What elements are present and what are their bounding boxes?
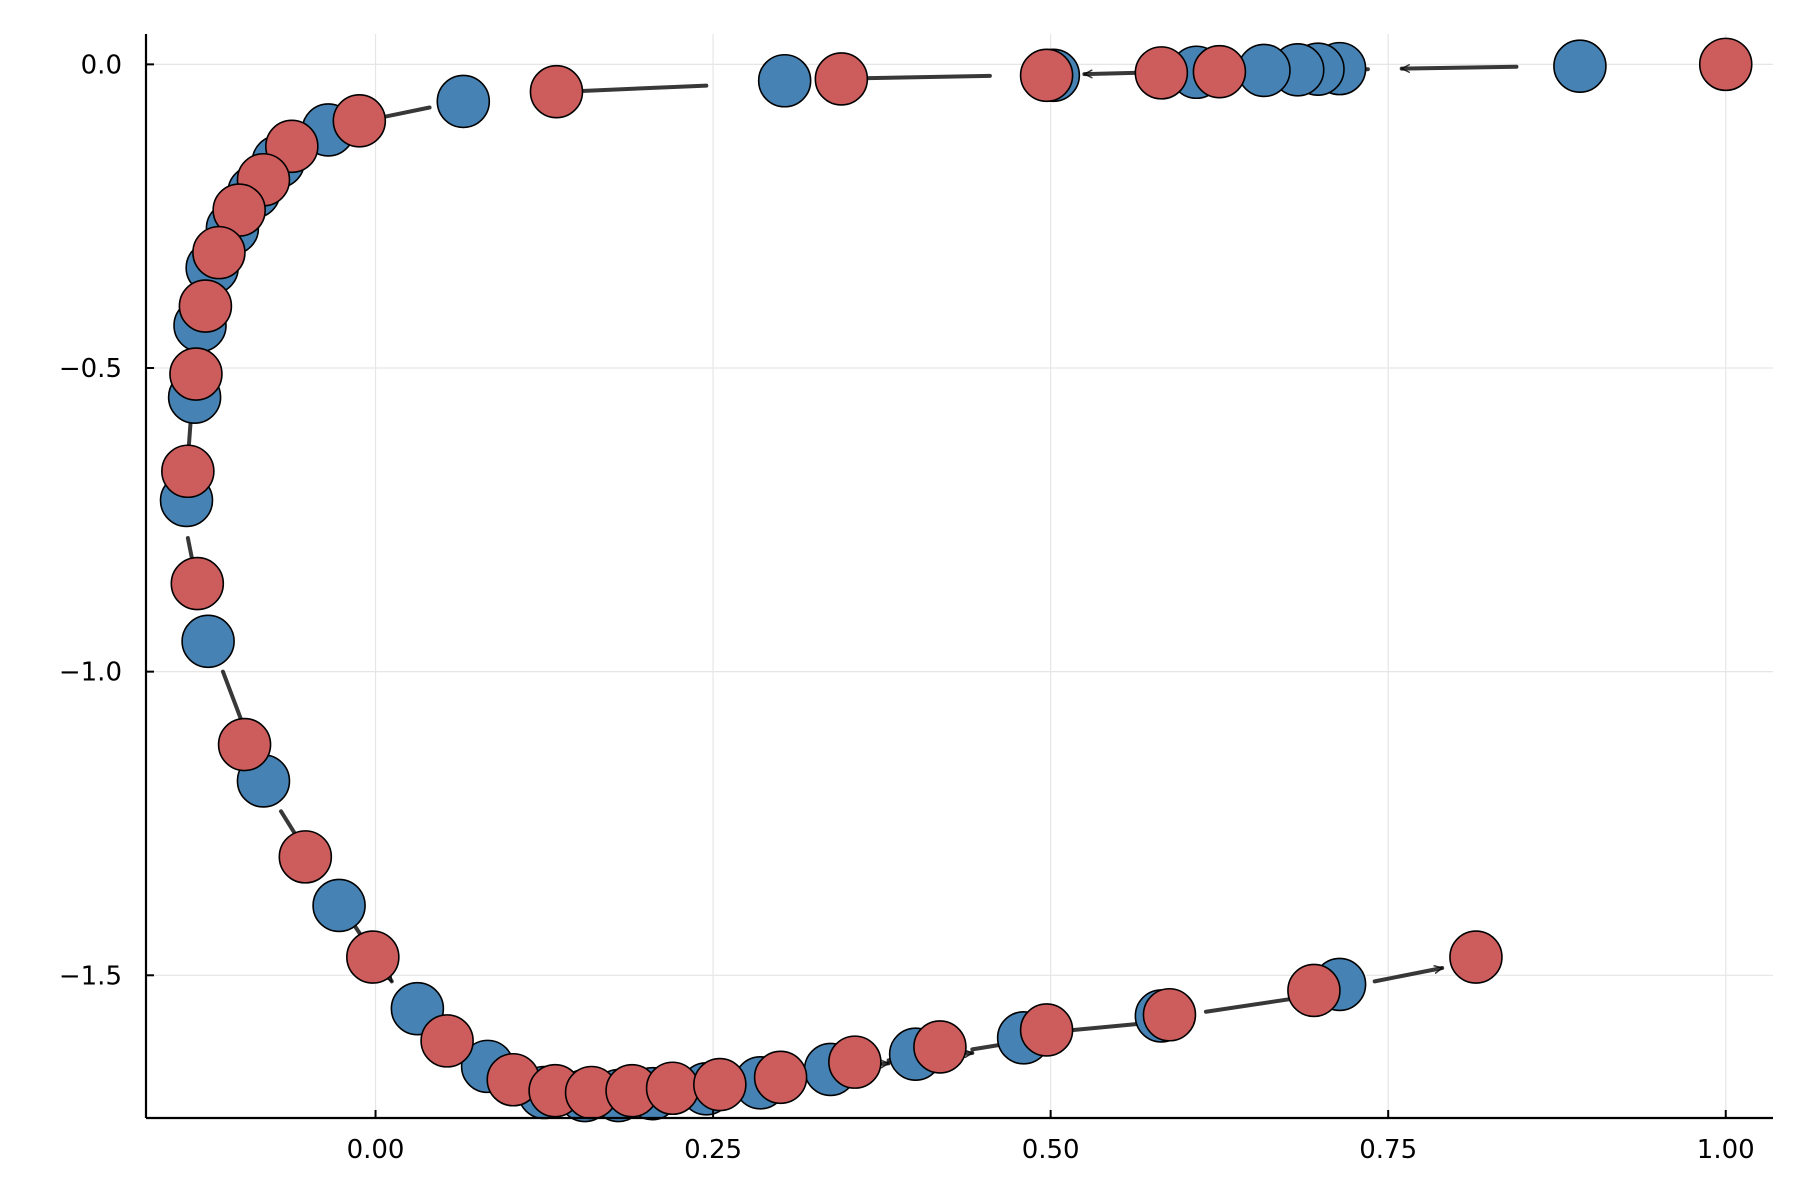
blue-point bbox=[1553, 39, 1607, 93]
axes bbox=[144, 34, 1773, 1120]
red-point bbox=[1449, 930, 1503, 984]
red-point bbox=[420, 1014, 474, 1068]
red-point bbox=[178, 279, 233, 333]
x-tick-label: 0.75 bbox=[1359, 1135, 1417, 1165]
red-point bbox=[217, 717, 272, 772]
red-point bbox=[1192, 44, 1247, 99]
red-point bbox=[278, 830, 333, 884]
blue-point bbox=[757, 53, 812, 108]
blue-point bbox=[181, 614, 235, 669]
y-tick-label: −1.5 bbox=[59, 961, 122, 991]
x-tick-label: 0.25 bbox=[684, 1135, 742, 1165]
red-point bbox=[169, 347, 223, 401]
red-point bbox=[1698, 37, 1753, 92]
red-point bbox=[529, 64, 584, 119]
y-tick-label: −1.0 bbox=[59, 658, 122, 688]
arrow bbox=[852, 73, 992, 83]
arrow bbox=[562, 83, 709, 96]
y-tick-label: −0.5 bbox=[59, 354, 122, 384]
arrow bbox=[1399, 63, 1519, 73]
red-point bbox=[170, 556, 225, 611]
red-point bbox=[693, 1057, 747, 1112]
red-point bbox=[332, 94, 387, 148]
red-point bbox=[1287, 963, 1341, 1018]
red-point bbox=[346, 930, 400, 984]
x-tick-label: 0.00 bbox=[347, 1135, 405, 1165]
grid-lines bbox=[146, 34, 1773, 1118]
red-point bbox=[161, 444, 215, 499]
arrow bbox=[1372, 965, 1445, 984]
points-layer bbox=[159, 37, 1753, 1123]
red-point bbox=[913, 1020, 967, 1074]
blue-point bbox=[436, 74, 491, 129]
red-point bbox=[1019, 1003, 1074, 1057]
red-point bbox=[828, 1035, 882, 1089]
red-point bbox=[814, 52, 869, 106]
red-point bbox=[192, 225, 246, 280]
x-tick-label: 0.50 bbox=[1022, 1135, 1080, 1165]
tick-labels: 0.00 0.25 0.50 0.75 1.00 0.0 −0.5 −1.0 −1.5 bbox=[59, 50, 1755, 1165]
y-tick-label: 0.0 bbox=[81, 50, 122, 80]
red-point bbox=[1134, 46, 1189, 100]
red-point bbox=[1142, 987, 1197, 1042]
x-tick-label: 1.00 bbox=[1697, 1135, 1755, 1165]
red-point bbox=[645, 1061, 700, 1116]
blue-point bbox=[312, 878, 366, 933]
red-point bbox=[1019, 48, 1074, 103]
red-point bbox=[753, 1050, 808, 1105]
